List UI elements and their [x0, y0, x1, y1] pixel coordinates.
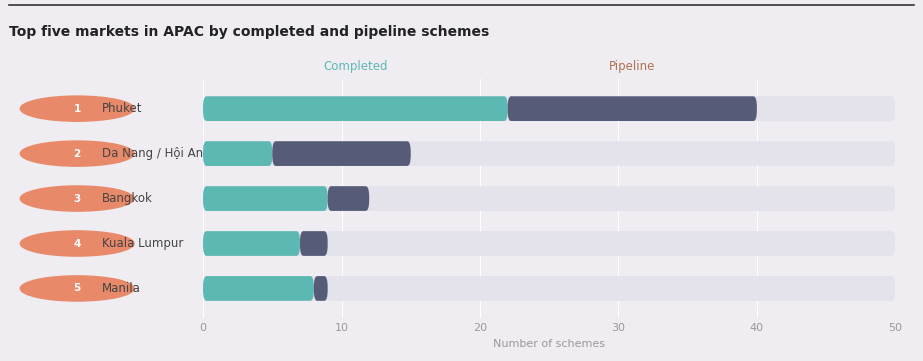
Circle shape: [20, 96, 134, 121]
Circle shape: [20, 186, 134, 211]
Circle shape: [20, 276, 134, 301]
FancyBboxPatch shape: [203, 141, 272, 166]
FancyBboxPatch shape: [203, 186, 895, 211]
Text: Completed: Completed: [323, 60, 388, 73]
FancyBboxPatch shape: [508, 96, 757, 121]
FancyBboxPatch shape: [203, 141, 895, 166]
Text: Top five markets in APAC by completed and pipeline schemes: Top five markets in APAC by completed an…: [9, 25, 489, 39]
Text: Manila: Manila: [102, 282, 140, 295]
FancyBboxPatch shape: [328, 186, 369, 211]
Text: Phuket: Phuket: [102, 102, 142, 115]
Text: 5: 5: [74, 283, 81, 293]
Circle shape: [20, 141, 134, 166]
Text: 1: 1: [74, 104, 81, 114]
FancyBboxPatch shape: [203, 276, 895, 301]
Circle shape: [20, 231, 134, 256]
FancyBboxPatch shape: [203, 96, 508, 121]
Text: Da Nang / Hội An: Da Nang / Hội An: [102, 147, 203, 160]
FancyBboxPatch shape: [203, 96, 895, 121]
FancyBboxPatch shape: [314, 276, 328, 301]
Text: Kuala Lumpur: Kuala Lumpur: [102, 237, 183, 250]
Text: Pipeline: Pipeline: [609, 60, 655, 73]
X-axis label: Number of schemes: Number of schemes: [493, 339, 605, 349]
Text: 2: 2: [74, 149, 81, 158]
FancyBboxPatch shape: [272, 141, 411, 166]
FancyBboxPatch shape: [203, 186, 328, 211]
Text: 3: 3: [74, 193, 81, 204]
FancyBboxPatch shape: [203, 276, 314, 301]
FancyBboxPatch shape: [203, 231, 895, 256]
Text: Bangkok: Bangkok: [102, 192, 152, 205]
FancyBboxPatch shape: [203, 231, 300, 256]
FancyBboxPatch shape: [300, 231, 328, 256]
Text: 4: 4: [74, 239, 81, 248]
